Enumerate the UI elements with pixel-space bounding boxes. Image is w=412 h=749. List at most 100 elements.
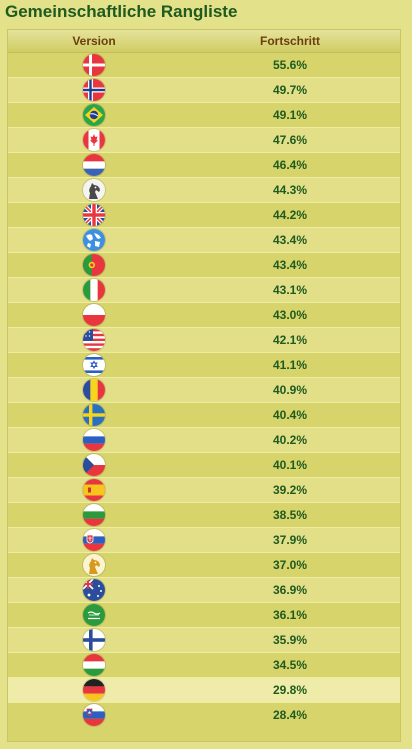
table-row: 34.5%: [8, 652, 400, 678]
table-row: 43.4%: [8, 252, 400, 278]
table-row: 49.7%: [8, 77, 400, 103]
table-row: 43.4%: [8, 227, 400, 253]
progress-cell: 40.1%: [180, 452, 400, 478]
leaderboard-table: Version Fortschritt 55.6% 49.7% 49.1% 47.6%…: [8, 30, 400, 728]
table-row: 47.6%: [8, 127, 400, 153]
version-cell: [8, 77, 180, 103]
golden-horse-icon[interactable]: [83, 554, 105, 576]
version-cell: [8, 702, 180, 728]
version-cell: [8, 652, 180, 678]
bulgaria-flag-icon[interactable]: [83, 504, 105, 526]
version-cell: [8, 377, 180, 403]
brazil-flag-icon[interactable]: [83, 104, 105, 126]
progress-cell: 44.3%: [180, 177, 400, 203]
spain-flag-icon[interactable]: [83, 479, 105, 501]
denmark-flag-icon[interactable]: [83, 54, 105, 76]
table-header-row: Version Fortschritt: [8, 30, 400, 53]
progress-cell: 55.6%: [180, 52, 400, 78]
table-row: 40.2%: [8, 427, 400, 453]
column-header-progress[interactable]: Fortschritt: [180, 30, 400, 53]
table-row: 38.5%: [8, 502, 400, 528]
table-row: 28.4%: [8, 702, 400, 728]
version-cell: [8, 527, 180, 553]
israel-flag-icon[interactable]: [83, 354, 105, 376]
progress-cell: 40.2%: [180, 427, 400, 453]
version-cell: [8, 177, 180, 203]
germany-flag-icon[interactable]: [83, 679, 105, 701]
version-cell: [8, 327, 180, 353]
progress-cell: 28.4%: [180, 702, 400, 728]
italy-flag-icon[interactable]: [83, 279, 105, 301]
version-cell: [8, 552, 180, 578]
version-cell: [8, 502, 180, 528]
version-cell: [8, 402, 180, 428]
slovakia-flag-icon[interactable]: [83, 529, 105, 551]
version-cell: [8, 302, 180, 328]
classic-horse-icon[interactable]: [83, 179, 105, 201]
progress-cell: 43.4%: [180, 252, 400, 278]
progress-cell: 40.9%: [180, 377, 400, 403]
table-row: 39.2%: [8, 477, 400, 503]
finland-flag-icon[interactable]: [83, 629, 105, 651]
australia-flag-icon[interactable]: [83, 579, 105, 601]
table-row: 55.6%: [8, 52, 400, 78]
progress-cell: 36.1%: [180, 602, 400, 628]
table-row: 29.8%: [8, 677, 400, 703]
version-cell: [8, 577, 180, 603]
world-globe-icon[interactable]: [83, 229, 105, 251]
romania-flag-icon[interactable]: [83, 379, 105, 401]
progress-cell: 37.9%: [180, 527, 400, 553]
russia-flag-icon[interactable]: [83, 429, 105, 451]
sweden-flag-icon[interactable]: [83, 404, 105, 426]
canada-flag-icon[interactable]: [83, 129, 105, 151]
progress-cell: 44.2%: [180, 202, 400, 228]
progress-cell: 49.1%: [180, 102, 400, 128]
version-cell: [8, 477, 180, 503]
progress-cell: 29.8%: [180, 677, 400, 703]
leaderboard-panel: Version Fortschritt 55.6% 49.7% 49.1% 47.6%…: [7, 29, 401, 742]
table-row: 36.9%: [8, 577, 400, 603]
progress-cell: 43.0%: [180, 302, 400, 328]
version-cell: [8, 127, 180, 153]
version-cell: [8, 452, 180, 478]
table-row: 43.1%: [8, 277, 400, 303]
progress-cell: 37.0%: [180, 552, 400, 578]
table-row: 41.1%: [8, 352, 400, 378]
page-title: Gemeinschaftliche Rangliste: [5, 2, 238, 21]
slovenia-flag-icon[interactable]: [83, 704, 105, 727]
progress-cell: 49.7%: [180, 77, 400, 103]
table-row: 35.9%: [8, 627, 400, 653]
version-cell: [8, 352, 180, 378]
usa-flag-icon[interactable]: [83, 329, 105, 351]
progress-cell: 35.9%: [180, 627, 400, 653]
table-row: 44.3%: [8, 177, 400, 203]
poland-flag-icon[interactable]: [83, 304, 105, 326]
table-row: 43.0%: [8, 302, 400, 328]
version-cell: [8, 202, 180, 228]
version-cell: [8, 252, 180, 278]
hungary-flag-icon[interactable]: [83, 654, 105, 676]
table-row: 40.9%: [8, 377, 400, 403]
progress-cell: 34.5%: [180, 652, 400, 678]
version-cell: [8, 677, 180, 703]
version-cell: [8, 52, 180, 78]
netherlands-flag-icon[interactable]: [83, 154, 105, 176]
uk-flag-icon[interactable]: [83, 204, 105, 226]
table-row: 40.1%: [8, 452, 400, 478]
version-cell: [8, 152, 180, 178]
column-header-version[interactable]: Version: [8, 30, 180, 53]
czech-flag-icon[interactable]: [83, 454, 105, 476]
table-row: 36.1%: [8, 602, 400, 628]
table-row: 44.2%: [8, 202, 400, 228]
progress-cell: 40.4%: [180, 402, 400, 428]
table-row: 42.1%: [8, 327, 400, 353]
table-row: 40.4%: [8, 402, 400, 428]
version-cell: [8, 627, 180, 653]
saudi-arabia-flag-icon[interactable]: [83, 604, 105, 626]
progress-cell: 41.1%: [180, 352, 400, 378]
progress-cell: 38.5%: [180, 502, 400, 528]
progress-cell: 47.6%: [180, 127, 400, 153]
version-cell: [8, 227, 180, 253]
norway-flag-icon[interactable]: [83, 79, 105, 101]
portugal-flag-icon[interactable]: [83, 254, 105, 276]
